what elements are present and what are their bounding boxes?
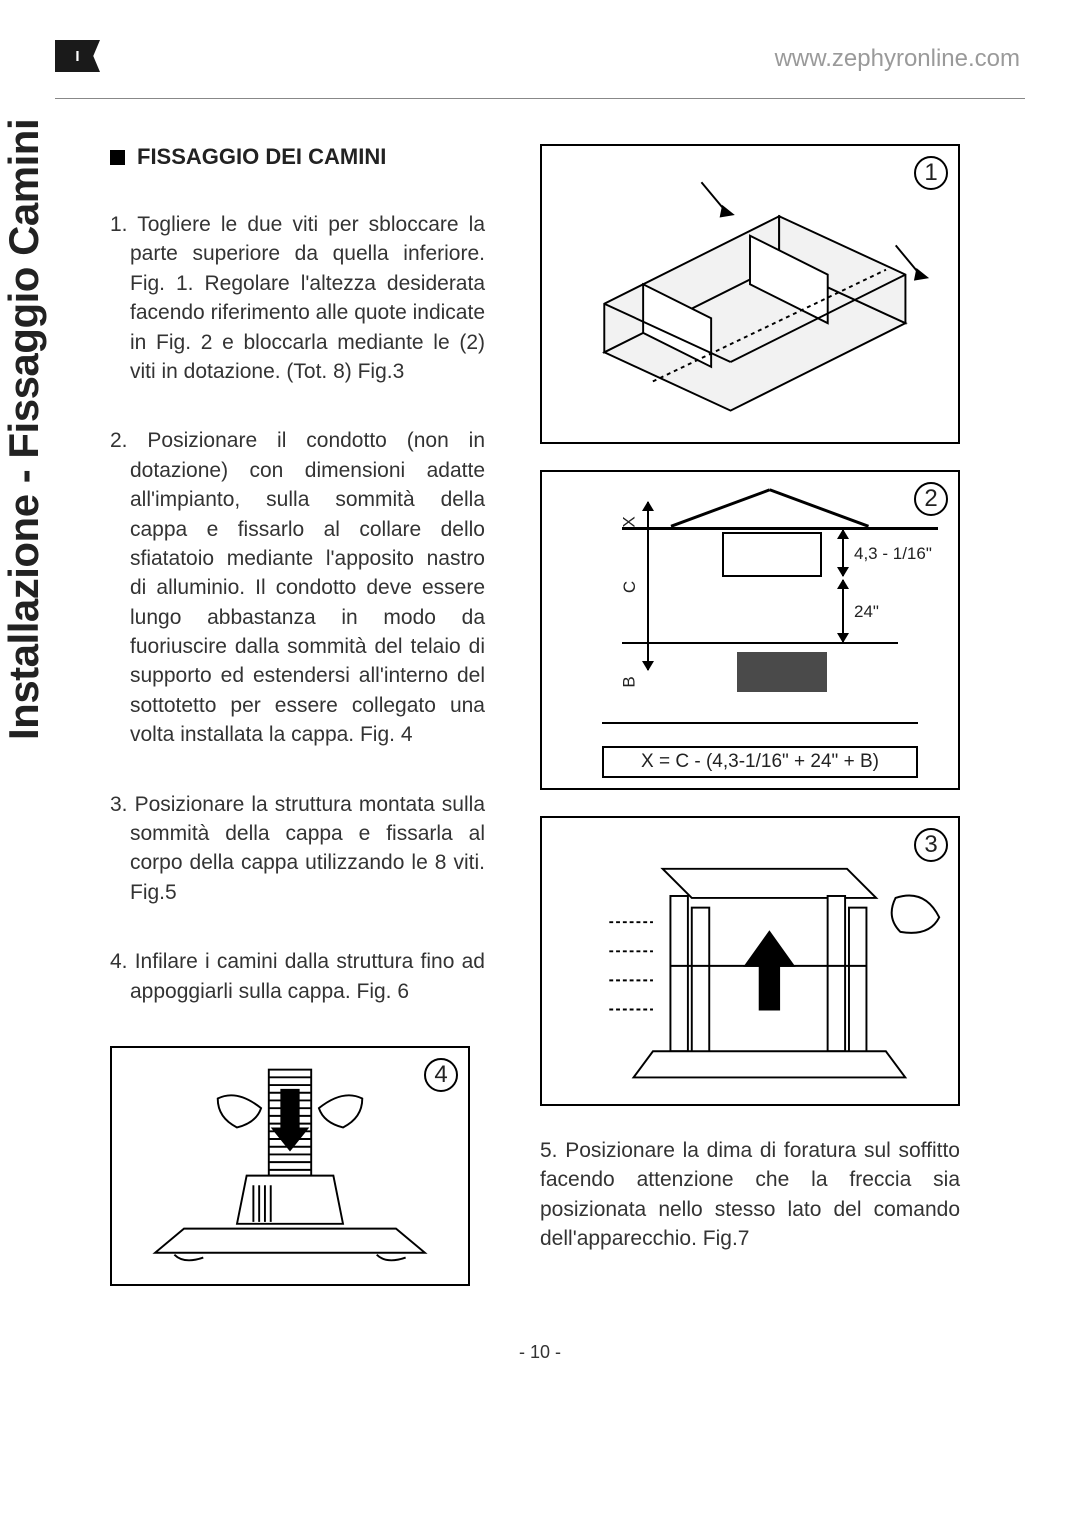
figure-2-diagram: X C B 4,3 - 1/16" 24" X = C - (4,3-1/16"… xyxy=(542,472,958,788)
instruction-step-4: 4. Infilare i camini dalla struttura fin… xyxy=(110,947,485,1006)
figure-2: 2 X C B 4,3 - 1/16" xyxy=(540,470,960,790)
figure-1: 1 xyxy=(540,144,960,444)
bullet-square-icon xyxy=(110,150,125,165)
top-divider xyxy=(55,98,1025,99)
fig2-label-c: C xyxy=(620,581,640,593)
figure-4-number: 4 xyxy=(424,1058,458,1092)
section-heading: FISSAGGIO DEI CAMINI xyxy=(110,144,485,170)
fig2-dim-mid: 24" xyxy=(854,602,879,622)
fig2-label-b: B xyxy=(620,676,640,687)
instruction-step-5: 5. Posizionare la dima di foratura sul s… xyxy=(540,1136,960,1254)
instruction-step-2: 2. Posizionare il condotto (non in dotaz… xyxy=(110,426,485,749)
fig2-formula: X = C - (4,3-1/16" + 24" + B) xyxy=(602,746,918,778)
figure-3-illustration xyxy=(554,830,946,1092)
figure-1-number: 1 xyxy=(914,156,948,190)
fig2-label-x: X xyxy=(620,516,640,527)
language-flag: I xyxy=(55,40,100,72)
page-number: - 10 - xyxy=(55,1342,1025,1363)
figure-2-number: 2 xyxy=(914,482,948,516)
figure-3: 3 xyxy=(540,816,960,1106)
instruction-step-3: 3. Posizionare la struttura montata sull… xyxy=(110,790,485,908)
figure-4-illustration xyxy=(124,1060,456,1272)
figure-4: 4 xyxy=(110,1046,470,1286)
instruction-step-1: 1. Togliere le due viti per sbloccare la… xyxy=(110,210,485,386)
fig2-dim-top: 4,3 - 1/16" xyxy=(854,544,932,564)
section-heading-text: FISSAGGIO DEI CAMINI xyxy=(137,144,386,170)
figure-3-number: 3 xyxy=(914,828,948,862)
header-url: www.zephyronline.com xyxy=(775,45,1020,73)
sidebar-title: Installazione - Fissaggio Camini xyxy=(0,119,48,740)
figure-1-illustration xyxy=(554,158,946,430)
